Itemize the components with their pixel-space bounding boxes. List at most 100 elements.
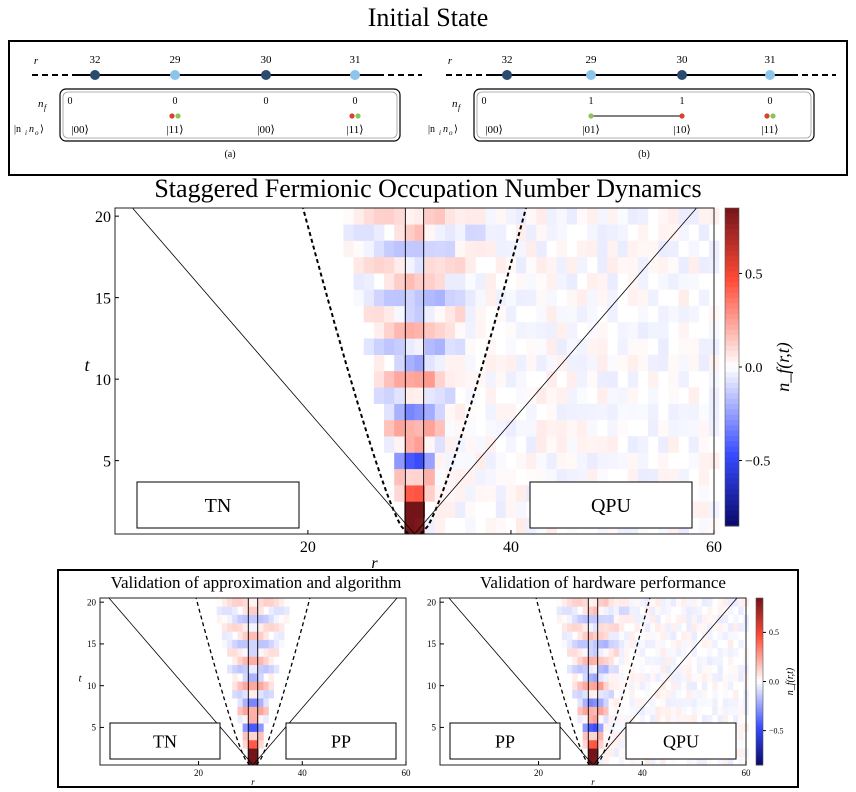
heatmap-cell	[738, 664, 744, 674]
heatmap-cell	[237, 689, 243, 699]
heatmap-cell	[505, 485, 517, 502]
heatmap-cell	[607, 403, 618, 421]
heatmap-cell	[384, 338, 395, 355]
heatmap-cell	[556, 224, 568, 241]
colorbar-segment	[725, 261, 739, 267]
heatmap-cell	[593, 731, 599, 741]
colorbar-segment	[725, 398, 739, 405]
heatmap-cell	[668, 354, 679, 372]
heatmap-cell	[678, 305, 689, 323]
heatmap-cell	[258, 606, 264, 615]
heatmap-cell	[660, 756, 666, 766]
heatmap-cell	[698, 403, 710, 421]
heatmap-cell	[455, 289, 466, 307]
heatmap-cell	[424, 273, 436, 290]
heatmap-cell	[404, 338, 415, 355]
heatmap-cell	[688, 273, 700, 290]
heatmap-cell	[624, 639, 630, 649]
heatmap-cell	[247, 631, 254, 641]
heatmap-cell	[733, 673, 739, 682]
heatmap-cell	[627, 338, 639, 355]
heatmap-cell	[738, 606, 744, 615]
heatmap-cell	[598, 648, 604, 657]
heatmap-cell	[495, 452, 507, 470]
heatmap-cell	[587, 623, 594, 632]
heatmap-cell	[546, 468, 557, 486]
heatmap-cell	[455, 224, 466, 241]
heatmap-cell	[444, 322, 456, 339]
heatmap-cell	[253, 748, 259, 757]
heatmap-cell	[475, 240, 486, 258]
heatmap-cell	[253, 731, 259, 741]
heatmap-cell	[634, 673, 640, 682]
heatmap-cell	[670, 598, 677, 607]
heatmap-cell	[655, 606, 661, 615]
heatmap-cell	[681, 614, 687, 624]
validation-hardware-heatmap: 20 40 60 5 10 15 20 r PP QPU −0.5 0.0 0.5 n_f(r,t)	[427, 597, 796, 786]
light-cone-solid	[414, 207, 697, 535]
heatmap-cell	[495, 256, 507, 274]
heatmap-cell	[613, 748, 620, 757]
heatmap-cell	[738, 598, 744, 607]
heatmap-cell	[576, 354, 588, 372]
heatmap-cell	[475, 289, 486, 307]
heatmap-cell	[465, 501, 476, 518]
colorbar-segment	[725, 409, 739, 416]
heatmap-cell	[567, 606, 573, 615]
heatmap-cell	[696, 706, 703, 716]
heatmap-cell	[698, 338, 710, 355]
heatmap-cell	[603, 723, 609, 732]
heatmap-cell	[263, 706, 269, 716]
heatmap-cell	[624, 714, 630, 724]
heatmap-cell	[593, 598, 599, 607]
heatmap-cell	[505, 256, 517, 274]
heatmap-cell	[247, 714, 254, 724]
heatmap-cell	[738, 698, 744, 707]
heatmap-cell	[597, 436, 608, 453]
heatmap-cell	[567, 614, 573, 624]
heatmap-cell	[278, 639, 285, 649]
heatmap-cell	[618, 706, 625, 716]
heatmap-cell	[722, 698, 729, 707]
heatmap-cell	[434, 354, 446, 372]
y-tick-label: 15	[427, 639, 437, 649]
heatmap-cell	[242, 656, 249, 666]
row-label-ket-sub-i: i	[439, 129, 441, 137]
heatmap-cell	[603, 714, 609, 724]
heatmap-cell	[284, 606, 290, 615]
heatmap-cell	[688, 354, 700, 372]
colorbar-tick-label: 0.0	[745, 361, 763, 376]
heatmap-cell	[644, 706, 651, 716]
heatmap-cell	[617, 208, 629, 225]
heatmap-cell	[232, 689, 238, 699]
panel-label-box	[109, 722, 221, 760]
heatmap-cell	[650, 706, 656, 716]
heatmap-cell	[526, 240, 537, 258]
heatmap-cell	[691, 598, 698, 607]
heatmap-cell	[263, 623, 269, 632]
heatmap-cell	[247, 656, 254, 666]
colorbar-segment	[725, 345, 739, 352]
heatmap-cell	[247, 689, 254, 699]
heatmap-cell	[373, 305, 385, 323]
heatmap-cell	[284, 614, 290, 624]
heatmap-cell	[556, 305, 568, 323]
heatmap-cell	[546, 387, 557, 404]
heatmap-cell	[434, 403, 446, 421]
nf-value: 0	[353, 96, 358, 107]
heatmap-cell	[526, 322, 537, 339]
heatmap-cell	[698, 289, 710, 307]
heatmap-cell	[384, 387, 395, 404]
heatmap-cell	[603, 631, 609, 641]
heatmap-cell	[608, 631, 615, 641]
heatmap-cell	[665, 598, 672, 607]
heatmap-cell	[572, 648, 578, 657]
nf-value: 0	[482, 96, 487, 107]
heatmap-cell	[404, 371, 415, 388]
colorbar-segment	[725, 271, 739, 278]
heatmap-cell	[624, 681, 630, 691]
nf-value: 0	[173, 96, 178, 107]
heatmap-cell	[668, 403, 679, 421]
heatmap-cell	[658, 338, 669, 355]
heatmap-cell	[644, 656, 651, 666]
